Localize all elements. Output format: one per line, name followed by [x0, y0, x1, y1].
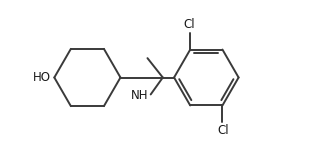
Text: Cl: Cl: [184, 18, 195, 31]
Text: HO: HO: [33, 71, 51, 84]
Text: Cl: Cl: [217, 124, 229, 137]
Text: NH: NH: [131, 89, 149, 102]
